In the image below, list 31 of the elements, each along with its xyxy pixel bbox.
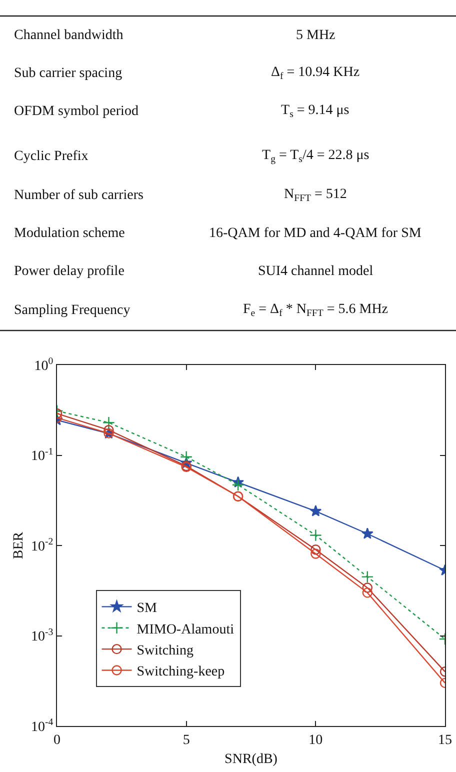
text: Channel bandwidth [14,28,124,43]
text: Sub carrier spacing [14,66,122,81]
text: 5 MHz [296,28,336,43]
text: SUI4 channel model [258,264,374,279]
legend-label: MIMO-Alamouti [136,622,234,638]
text: Power delay profile [14,264,124,279]
x-tick-label: 15 [438,732,452,748]
legend-label: Switching [136,644,194,659]
y-tick-label: 10$^{-1}$ [31,446,54,464]
text: OFDM symbol period [14,104,138,119]
x-tick-label: 0 [54,732,60,748]
text: Sampling Frequency [14,303,130,318]
y-tick-label: 10$^{-2}$ [31,536,54,554]
text: Number of sub carriers [14,188,144,203]
text: F$_{e}$ = Δ$_{f}$ * N$_{FFT}$ = 5.6 MHz [243,302,388,319]
legend-label: SM [136,601,158,616]
text: 16-QAM for MD and 4-QAM for SM [209,226,422,241]
text: Cyclic Prefix [14,149,88,164]
legend-label: Switching-keep [136,664,225,680]
y-tick-label: 10$^{0}$ [34,356,54,374]
text: T$_{g}$ = T$_{s}$/4 = 22.8 μs [262,148,370,165]
y-tick-label: 10$^{-3}$ [31,626,54,645]
x-tick-label: 10 [308,732,323,748]
y-tick-label: 10$^{-4}$ [31,717,54,735]
y-axis-title: BER [12,531,27,560]
text: T$_{s}$ = 9.14 μs [281,103,350,120]
x-tick-label: 5 [182,732,190,748]
text: N$_{FFT}$ = 512 [284,187,347,204]
text: Modulation scheme [14,226,125,241]
x-axis-title: SNR(dB) [224,752,278,768]
text: Δ$_{f}$ = 10.94 KHz [271,65,360,82]
